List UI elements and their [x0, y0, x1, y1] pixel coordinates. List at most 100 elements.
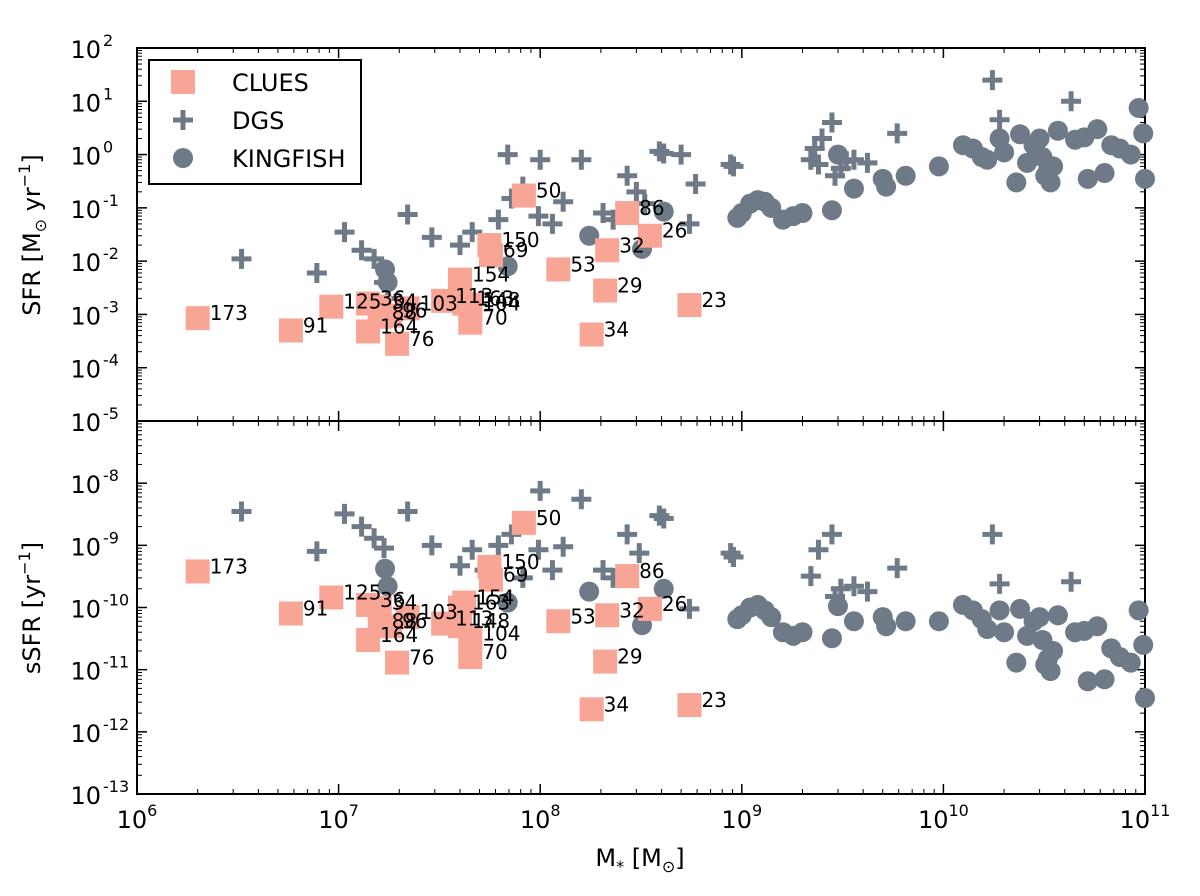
- clues-point-label: 163: [476, 287, 514, 311]
- clues-point: [546, 609, 571, 634]
- x-tick-label: 107: [318, 801, 359, 834]
- kingfish-point: [1094, 669, 1115, 690]
- dgs-point: [571, 149, 592, 170]
- kingfish-point: [977, 149, 998, 170]
- clues-point-label: 36: [380, 287, 405, 311]
- kingfish-point: [1010, 598, 1031, 619]
- clues-point-label: 154: [472, 263, 510, 287]
- kingfish-point: [1120, 144, 1141, 165]
- dgs-point: [334, 222, 355, 243]
- kingfish-point: [1047, 605, 1068, 626]
- y-tick-label: 10 1: [70, 84, 113, 117]
- kingfish-point: [497, 592, 518, 613]
- dgs-point: [800, 566, 821, 587]
- dgs-point: [593, 203, 614, 224]
- kingfish-point: [1120, 652, 1141, 673]
- clues-point-label: 125: [343, 290, 381, 314]
- clues-point-label: 88: [392, 609, 417, 633]
- kingfish-point: [1017, 152, 1038, 173]
- clues-point: [447, 267, 472, 292]
- clues-point: [511, 183, 536, 208]
- kingfish-point: [1047, 120, 1068, 141]
- y-tick-label: 10 -3: [70, 297, 119, 330]
- kingfish-point: [977, 619, 998, 640]
- point-labels: 1739112536164348896761031131631481047015…: [210, 179, 727, 717]
- clues-point: [677, 293, 702, 318]
- kingfish-point: [1043, 156, 1064, 177]
- clues-point: [185, 559, 210, 584]
- clues-point-label: 34: [392, 290, 417, 314]
- dgs-point: [723, 546, 744, 567]
- dgs-point: [542, 560, 563, 581]
- kingfish-point: [375, 558, 396, 579]
- clues-point-label: 86: [639, 559, 664, 583]
- clues-point-label: 96: [402, 609, 427, 633]
- dgs-point: [843, 576, 864, 597]
- kingfish-point: [1133, 123, 1154, 144]
- kingfish-point: [928, 156, 949, 177]
- dgs-point: [530, 149, 551, 170]
- clues-point-label: 150: [501, 228, 539, 252]
- dgs-point: [488, 535, 509, 556]
- y-tick-label: 10 0: [70, 138, 113, 171]
- clues-point-label: 86: [639, 196, 664, 220]
- dgs-point: [843, 149, 864, 170]
- clues-point-label: 104: [482, 291, 520, 315]
- kingfish-point: [579, 225, 600, 246]
- clues-point: [478, 243, 503, 268]
- dgs-point: [462, 222, 483, 243]
- dgs-point: [231, 501, 252, 522]
- dgs-point: [449, 235, 470, 256]
- clues-point-label: 34: [392, 591, 417, 615]
- clues-point: [431, 288, 456, 313]
- dgs-point: [671, 144, 692, 165]
- clues-point-label: 34: [604, 318, 629, 342]
- dgs-point: [982, 524, 1003, 545]
- dgs-point: [857, 581, 878, 602]
- clues-point-label: 163: [472, 591, 510, 615]
- dgs-point: [989, 109, 1010, 130]
- dgs-point: [553, 536, 574, 557]
- kingfish-point: [1077, 671, 1098, 692]
- x-axis-label: M* [M⊙]: [595, 844, 684, 876]
- dgs-point: [231, 248, 252, 269]
- clues-point: [395, 605, 420, 630]
- dgs-point: [808, 539, 829, 560]
- x-tick-label: 1011: [1120, 801, 1171, 834]
- dgs-point: [364, 248, 385, 269]
- kingfish-point: [1133, 634, 1154, 655]
- dgs-point: [374, 272, 395, 293]
- legend-clues-label: CLUES: [232, 69, 309, 97]
- y-tick-label: 10 2: [70, 31, 113, 64]
- clues-point: [615, 564, 640, 589]
- clues-point: [478, 567, 503, 592]
- clues-point-label: 173: [210, 554, 248, 578]
- clues-point-label: 50: [536, 506, 561, 530]
- dgs-point: [351, 240, 372, 261]
- dgs-point: [989, 573, 1010, 594]
- dgs-point: [542, 213, 563, 234]
- x-tick-label: 106: [117, 801, 158, 834]
- kingfish-point: [928, 611, 949, 632]
- clues-point-label: 26: [662, 592, 687, 616]
- dgs-point: [617, 165, 638, 186]
- clues-point-label: 50: [536, 179, 561, 203]
- kingfish-point: [1087, 616, 1108, 637]
- clues-point-label: 104: [482, 621, 520, 645]
- clues-point: [278, 601, 303, 626]
- clues-point: [677, 693, 702, 718]
- dgs-point: [679, 598, 700, 619]
- y-tick-label: 10 -1: [70, 191, 119, 224]
- dgs-point: [629, 543, 650, 564]
- dgs-point: [808, 154, 829, 175]
- y-tick-label: 10 -8: [70, 466, 119, 499]
- clues-point: [319, 294, 344, 319]
- legend-kingfish-label: KINGFISH: [232, 145, 346, 173]
- kingfish-point: [994, 142, 1015, 163]
- kingfish-point: [827, 596, 848, 617]
- kingfish-point: [1128, 600, 1149, 621]
- dgs-point: [462, 539, 483, 560]
- dgs-point: [617, 524, 638, 545]
- dgs-point: [830, 578, 851, 599]
